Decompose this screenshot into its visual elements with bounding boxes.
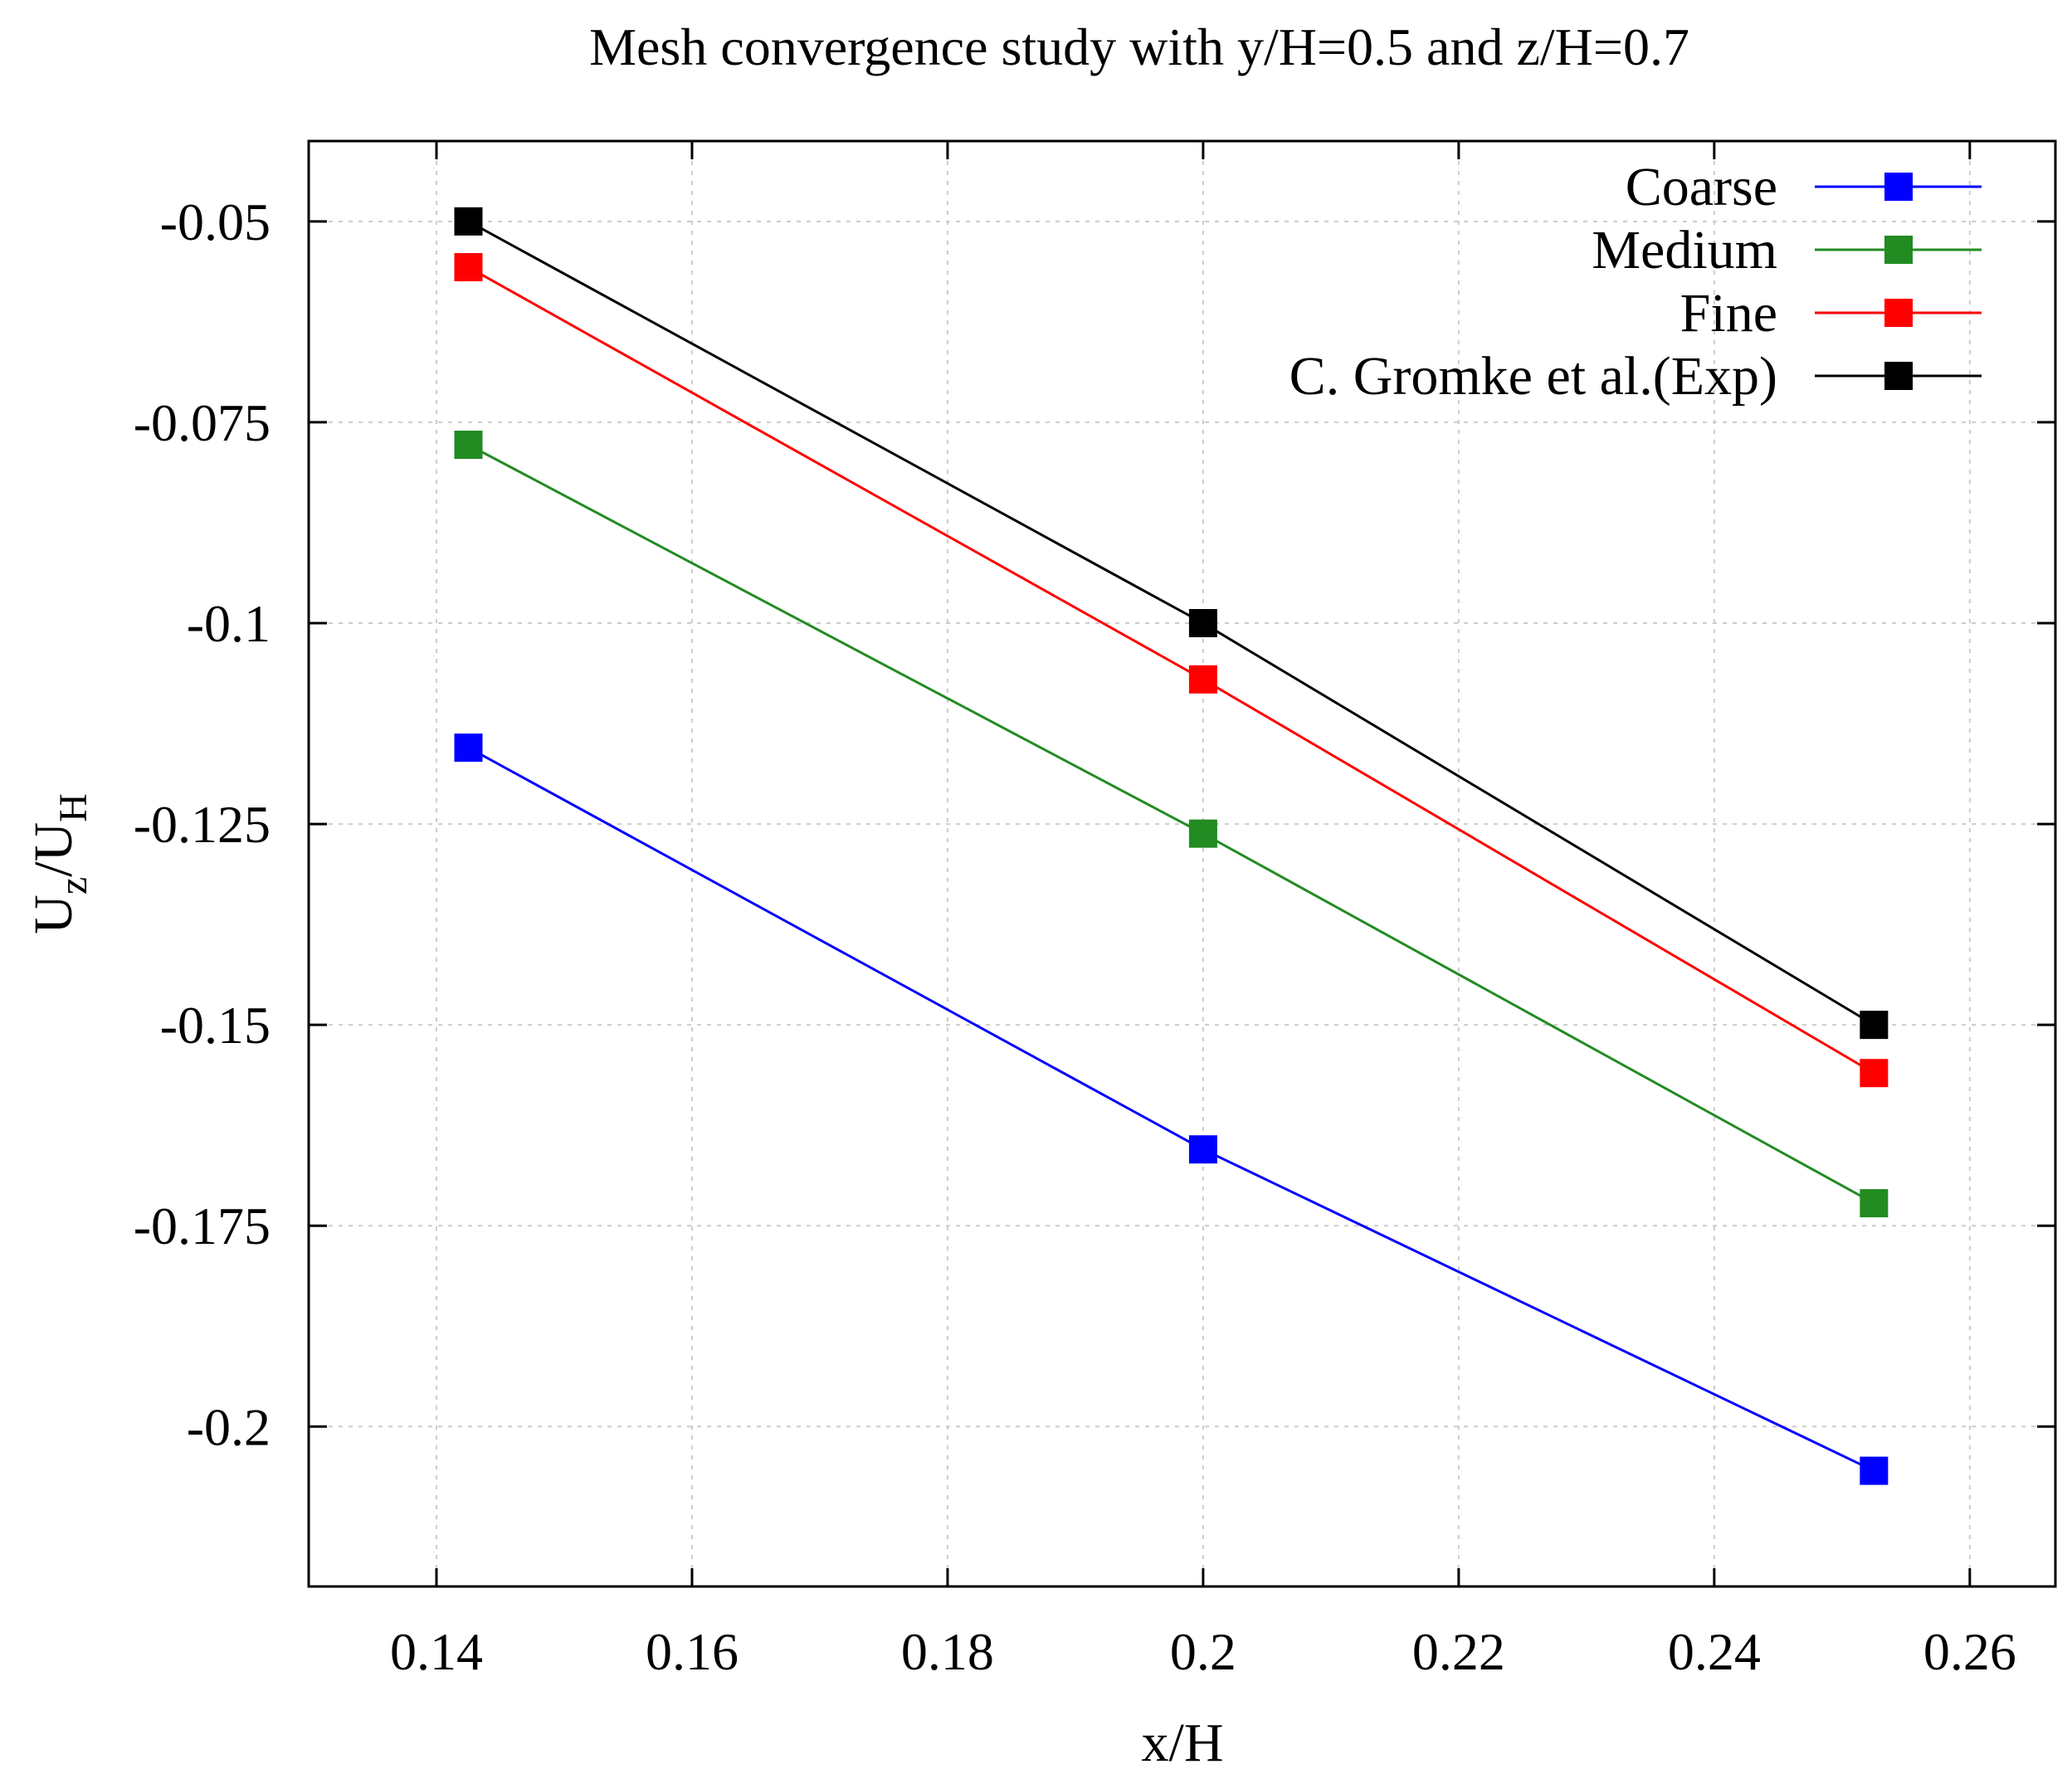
grid-lines xyxy=(309,141,2055,1586)
y-tick-label: -0.075 xyxy=(134,393,271,452)
y-tick-label: -0.125 xyxy=(134,795,271,854)
x-tick-label: 0.22 xyxy=(1412,1622,1505,1681)
y-tick-label: -0.15 xyxy=(160,996,271,1055)
x-tick-label: 0.18 xyxy=(901,1622,994,1681)
legend-marker-2 xyxy=(1884,299,1913,327)
legend-marker-0 xyxy=(1884,173,1913,201)
series-marker-0 xyxy=(1860,1456,1889,1485)
x-tick-label: 0.24 xyxy=(1668,1622,1761,1681)
series-marker-1 xyxy=(454,431,483,460)
series-marker-2 xyxy=(1860,1059,1889,1088)
legend-label-0: Coarse xyxy=(1626,157,1777,217)
y-tick-label: -0.05 xyxy=(160,193,271,251)
series-marker-0 xyxy=(1188,1135,1217,1164)
series-marker-2 xyxy=(454,253,483,282)
y-axis-label: Uz/UH xyxy=(23,793,95,934)
legend-label-3: C. Gromke et al.(Exp) xyxy=(1290,346,1777,407)
series-marker-1 xyxy=(1860,1189,1889,1218)
legend-marker-1 xyxy=(1884,236,1913,264)
series-marker-0 xyxy=(454,733,483,763)
legend-label-2: Fine xyxy=(1680,283,1777,344)
x-tick-label: 0.14 xyxy=(390,1622,483,1681)
series-marker-3 xyxy=(454,207,483,236)
y-tick-label: -0.175 xyxy=(134,1196,271,1255)
tick-labels: 0.14 0.16 0.18 0.2 0.22 0.24 0.26 -0.05 -0.075 -0… xyxy=(134,193,2016,1681)
series-marker-2 xyxy=(1188,665,1217,694)
x-axis-label: x/H xyxy=(1142,1713,1224,1773)
series-line-0 xyxy=(467,746,1875,1472)
x-tick-label: 0.16 xyxy=(646,1622,739,1681)
x-tick-label: 0.26 xyxy=(1923,1622,2016,1681)
series-marker-3 xyxy=(1860,1011,1889,1040)
x-tick-label: 0.2 xyxy=(1170,1622,1236,1681)
y-tick-label: -0.2 xyxy=(187,1397,271,1456)
legend-label-1: Medium xyxy=(1592,220,1777,280)
y-tick-label: -0.1 xyxy=(187,594,271,653)
chart-title: Mesh convergence study with y/H=0.5 and … xyxy=(589,17,1689,76)
legend-marker-3 xyxy=(1884,362,1913,390)
plot-frame xyxy=(307,139,2057,1588)
series-marker-1 xyxy=(1188,819,1217,848)
series-marker-3 xyxy=(1188,608,1217,637)
axis-ticks xyxy=(309,141,2055,1586)
data-series xyxy=(454,207,1889,1485)
